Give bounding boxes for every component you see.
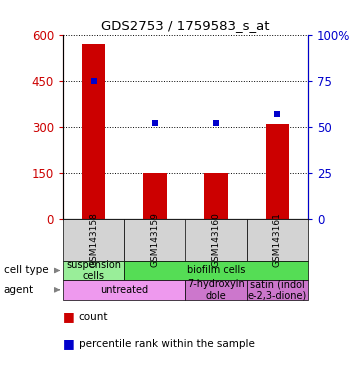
Bar (63, 280, 186, 300)
Bar (247, 280, 308, 300)
Bar (266, 124, 289, 219)
Bar (124, 261, 308, 280)
Bar (63, 261, 124, 280)
Text: percentile rank within the sample: percentile rank within the sample (79, 339, 255, 349)
Text: GSM143158: GSM143158 (89, 212, 98, 267)
Text: count: count (79, 312, 108, 322)
Text: cell type: cell type (4, 265, 48, 275)
Bar (63, 219, 124, 261)
Bar (186, 219, 247, 261)
Bar (247, 219, 308, 261)
Text: untreated: untreated (100, 285, 148, 295)
Bar (186, 280, 247, 300)
Text: biofilm cells: biofilm cells (187, 265, 245, 275)
Text: ■: ■ (63, 337, 75, 350)
Text: GSM143159: GSM143159 (150, 212, 159, 267)
Bar (82, 44, 105, 219)
Bar (143, 173, 167, 219)
Text: satin (indol
e-2,3-dione): satin (indol e-2,3-dione) (248, 279, 307, 301)
Text: 7-hydroxyin
dole: 7-hydroxyin dole (187, 279, 245, 301)
Text: agent: agent (4, 285, 34, 295)
Text: suspension
cells: suspension cells (66, 260, 121, 281)
Title: GDS2753 / 1759583_s_at: GDS2753 / 1759583_s_at (101, 19, 270, 32)
Text: GSM143160: GSM143160 (212, 212, 220, 267)
Text: GSM143161: GSM143161 (273, 212, 282, 267)
Text: ■: ■ (63, 310, 75, 323)
Bar (124, 219, 186, 261)
Bar (204, 173, 228, 219)
